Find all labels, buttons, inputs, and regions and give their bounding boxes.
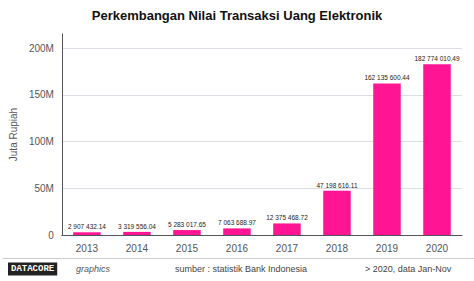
- svg-text:2015: 2015: [176, 243, 199, 254]
- svg-text:Juta Rupiah: Juta Rupiah: [8, 108, 19, 161]
- svg-text:2 907 432.14: 2 907 432.14: [68, 223, 106, 230]
- svg-text:47 198 616.11: 47 198 616.11: [316, 182, 357, 189]
- svg-text:2013: 2013: [76, 243, 99, 254]
- svg-text:2018: 2018: [326, 243, 349, 254]
- svg-text:162 135 600.44: 162 135 600.44: [364, 74, 410, 81]
- svg-text:2014: 2014: [126, 243, 149, 254]
- svg-text:graphics: graphics: [76, 264, 111, 274]
- svg-text:0: 0: [48, 230, 54, 241]
- svg-text:2016: 2016: [226, 243, 249, 254]
- svg-text:2017: 2017: [276, 243, 299, 254]
- svg-text:5 283 017.65: 5 283 017.65: [168, 221, 206, 228]
- svg-text:50M: 50M: [34, 183, 53, 194]
- svg-text:200M: 200M: [29, 43, 54, 54]
- svg-text:7 063 688.97: 7 063 688.97: [218, 219, 256, 226]
- svg-text:3 319 556.04: 3 319 556.04: [118, 223, 156, 230]
- svg-text:2019: 2019: [376, 243, 399, 254]
- svg-text:100M: 100M: [29, 136, 54, 147]
- svg-text:12 375 468.72: 12 375 468.72: [266, 214, 308, 221]
- svg-text:150M: 150M: [29, 89, 54, 100]
- svg-text:DATACORE: DATACORE: [11, 264, 55, 274]
- svg-text:2020: 2020: [426, 243, 449, 254]
- svg-text:sumber : statistik Bank Indone: sumber : statistik Bank Indonesia: [175, 264, 307, 274]
- svg-text:Perkembangan Nilai Transaksi U: Perkembangan Nilai Transaksi Uang Elektr…: [92, 8, 383, 23]
- svg-text:> 2020, data Jan-Nov: > 2020, data Jan-Nov: [365, 264, 452, 274]
- svg-text:182 774 010.49: 182 774 010.49: [414, 55, 460, 62]
